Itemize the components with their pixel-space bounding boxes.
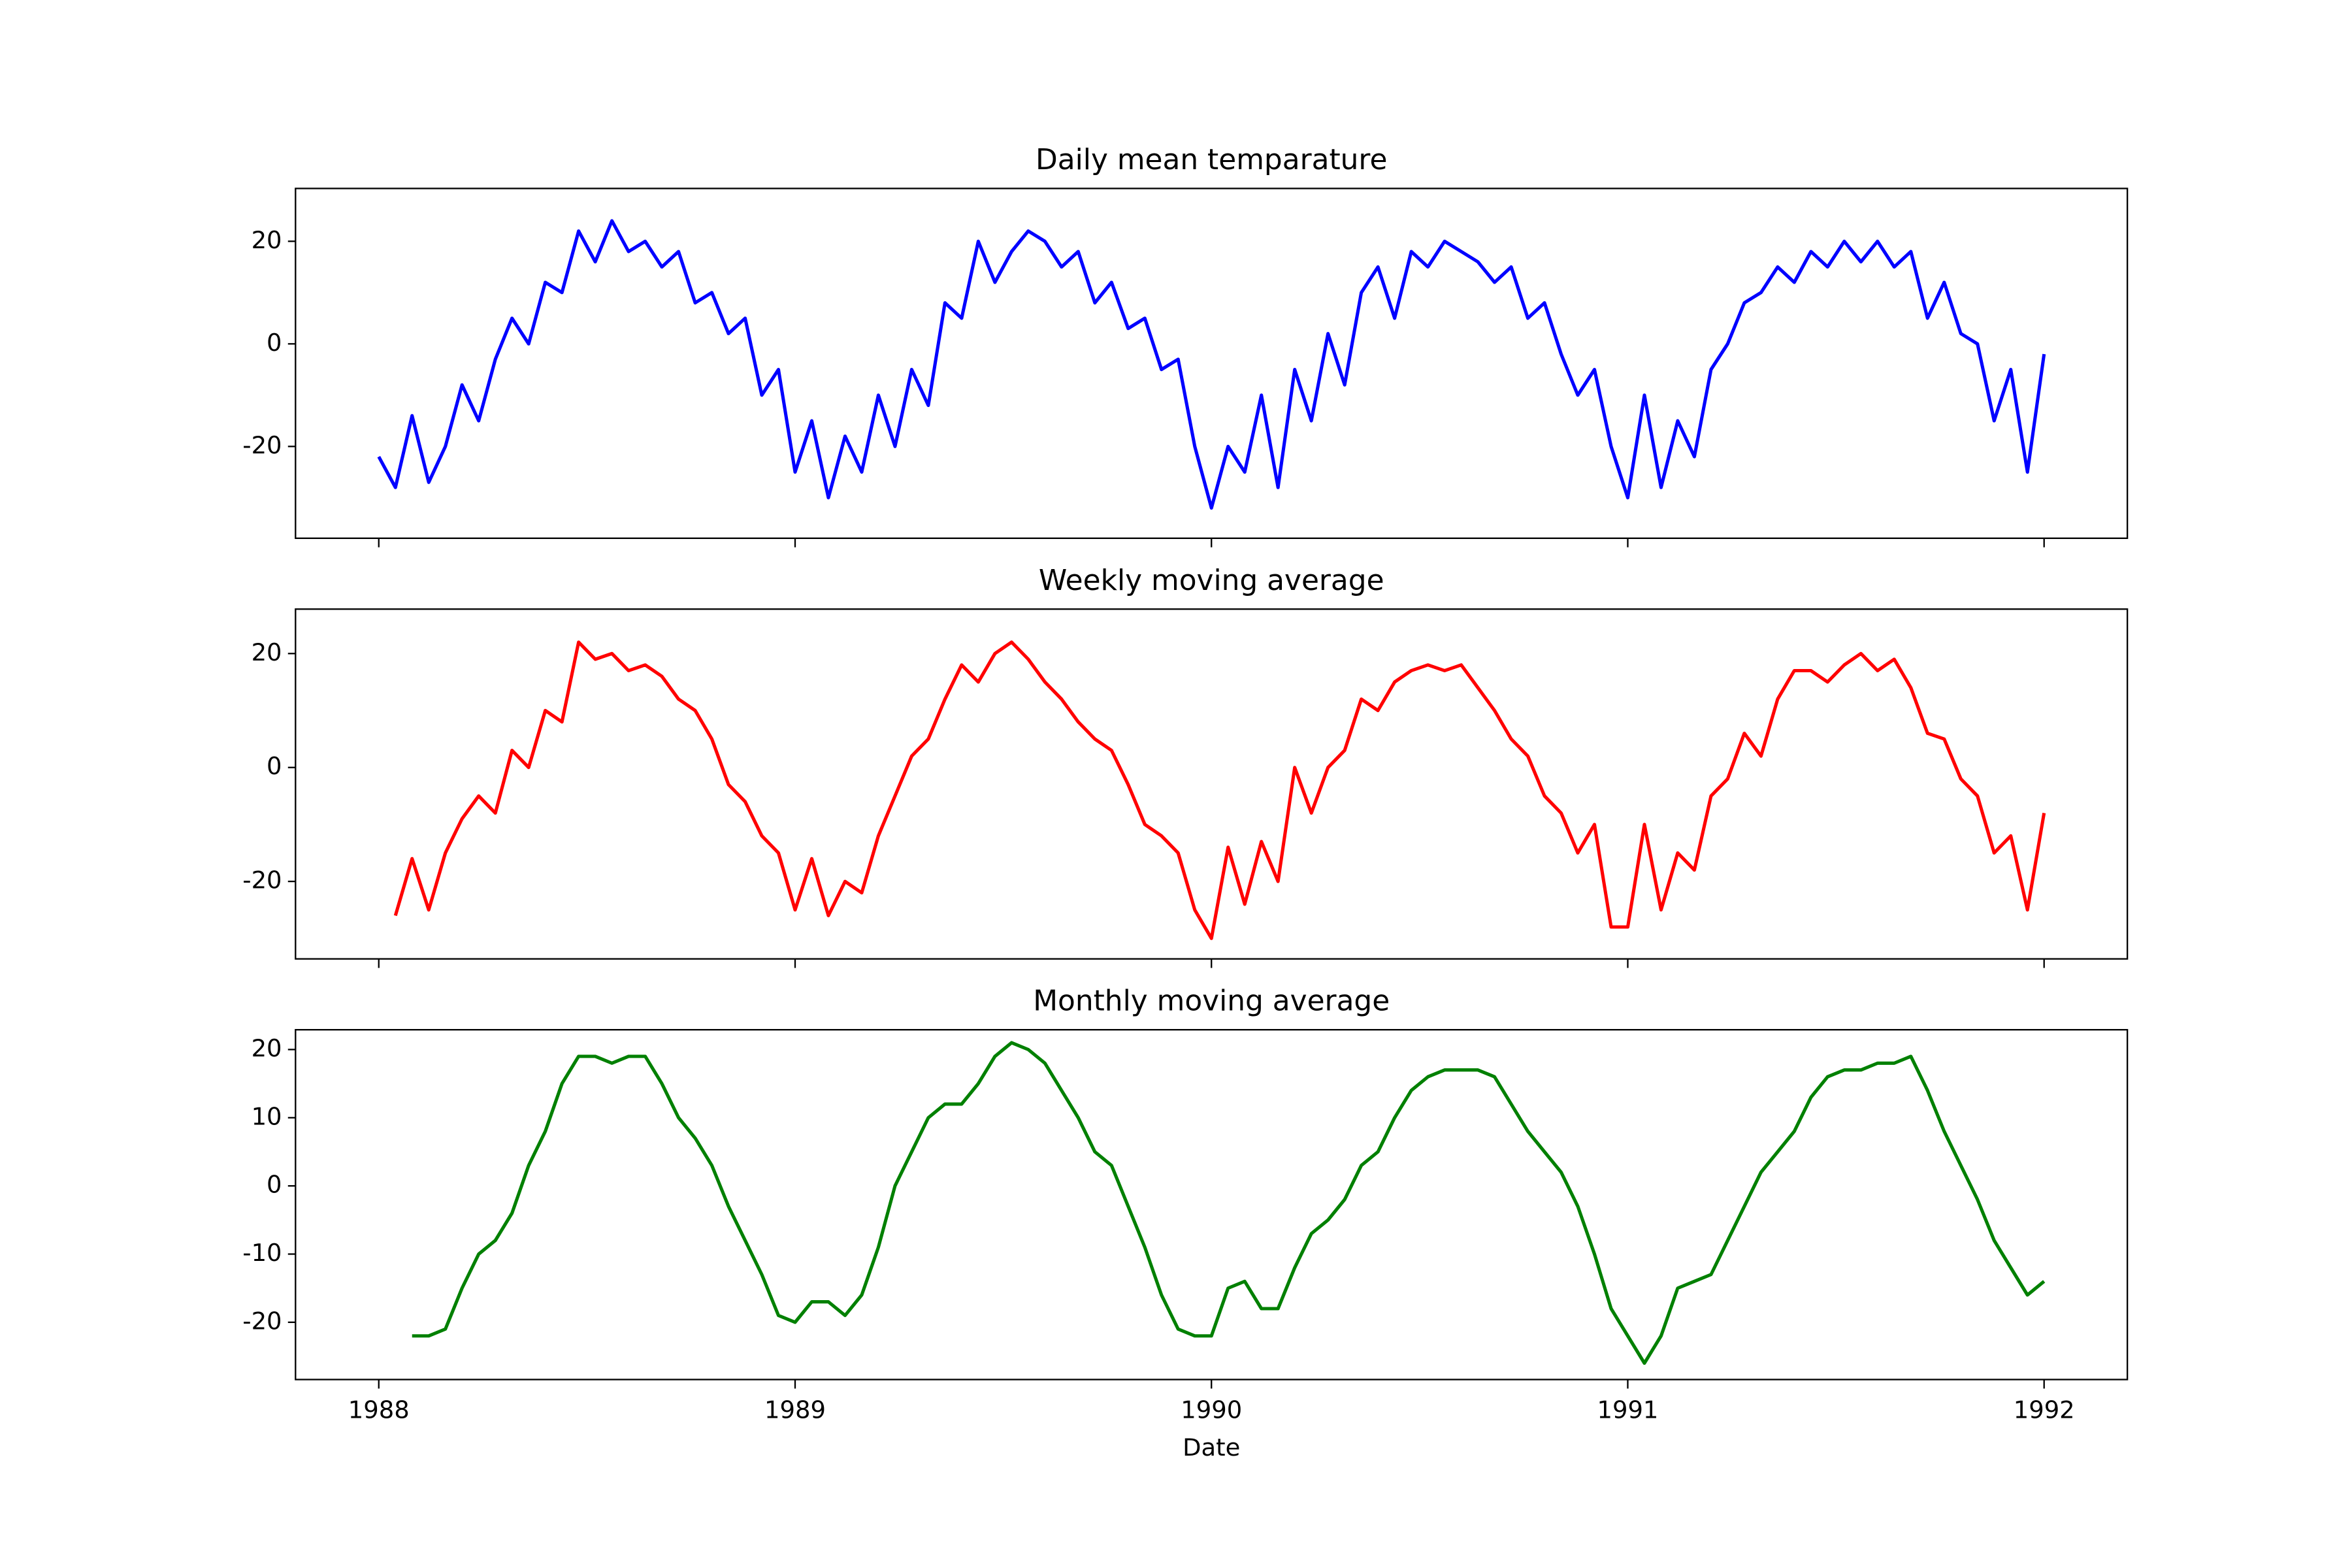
y-tick-label: -10 — [242, 1239, 282, 1267]
x-tick-label: 1992 — [2014, 1396, 2075, 1424]
y-tick-label: -20 — [242, 866, 282, 894]
x-tick-label: 1990 — [1181, 1396, 1242, 1424]
x-tick-label: 1989 — [764, 1396, 826, 1424]
chart-title: Monthly moving average — [1033, 985, 1390, 1018]
y-tick-label: 20 — [252, 226, 282, 254]
chart-title: Daily mean temparature — [1036, 143, 1387, 176]
axes-frame — [295, 1028, 2129, 1380]
data-line — [412, 1041, 2046, 1365]
y-tick-label: 0 — [267, 1171, 282, 1199]
y-tick-label: 20 — [252, 638, 282, 666]
y-tick-label: 20 — [252, 1034, 282, 1062]
x-tick-label: 1991 — [1597, 1396, 1658, 1424]
axes-frame — [295, 608, 2129, 960]
y-tick-label: 0 — [267, 329, 282, 357]
axes-frame — [295, 188, 2129, 539]
y-tick-label: 10 — [252, 1102, 282, 1130]
x-tick-label: 1988 — [348, 1396, 410, 1424]
data-line — [377, 219, 2046, 510]
x-axis-label: Date — [1183, 1433, 1240, 1462]
y-tick-label: -20 — [242, 1307, 282, 1335]
y-tick-label: -20 — [242, 431, 282, 459]
data-line — [393, 640, 2046, 940]
y-tick-label: 0 — [267, 752, 282, 780]
chart-title: Weekly moving average — [1039, 564, 1384, 597]
